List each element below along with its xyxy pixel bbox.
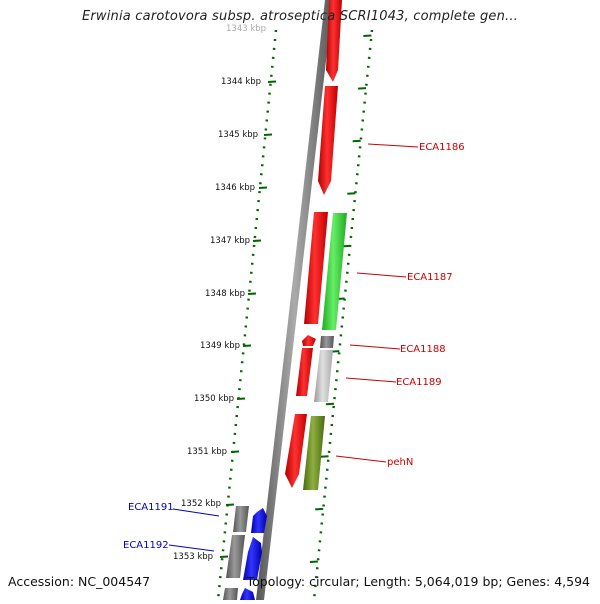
gene-label-pehN[interactable]: pehN xyxy=(387,457,413,468)
gene-label-ECA1187[interactable]: ECA1187 xyxy=(407,272,453,283)
gene-features[interactable] xyxy=(223,0,347,600)
scale-label: 1347 kbp xyxy=(210,236,250,246)
accession-text: Accession: NC_004547 xyxy=(8,574,151,589)
scale-label: 1345 kbp xyxy=(218,130,258,140)
scale-tick xyxy=(247,292,257,295)
genome-backbone xyxy=(256,0,333,600)
gene-arrow-ECA1189-lightgray[interactable] xyxy=(314,350,333,402)
scale-label: 1346 kbp xyxy=(215,183,255,193)
gene-label-ECA1191[interactable]: ECA1191 xyxy=(128,502,174,513)
scale-tick xyxy=(363,34,372,37)
scale-tick xyxy=(347,192,356,195)
gene-arrow-ECA1187[interactable] xyxy=(304,212,328,324)
gene-label-ECA1188[interactable]: ECA1188 xyxy=(400,344,446,355)
scale-label: 1344 kbp xyxy=(221,77,261,87)
gene-arrow-pehN[interactable] xyxy=(285,414,307,488)
scale-tick xyxy=(263,133,273,136)
scale-tick xyxy=(252,239,262,242)
topology-text: Topology: circular; Length: 5,064,019 bp… xyxy=(246,574,590,589)
gene-arrow-ECA1192-gray[interactable] xyxy=(226,535,245,578)
scale-tick xyxy=(352,139,361,143)
gene-labels[interactable]: ECA1186 ECA1187 ECA1188 ECA1189 pehN ECA… xyxy=(123,142,465,551)
scale-label: 1343 kbp xyxy=(226,24,266,34)
gene-arrow-ECA1191[interactable] xyxy=(251,508,267,533)
scale-tick xyxy=(236,397,246,400)
scale-tick xyxy=(325,402,334,406)
scale-tick xyxy=(225,503,235,506)
gene-label-ECA1192[interactable]: ECA1192 xyxy=(123,540,169,551)
gene-label-ECA1189[interactable]: ECA1189 xyxy=(396,377,442,388)
gene-arrow-ECA1186[interactable] xyxy=(318,86,338,195)
gene-arrow-ECA1191-gray[interactable] xyxy=(233,506,249,532)
gene-arrow[interactable] xyxy=(223,588,238,600)
gene-label-ECA1186[interactable]: ECA1186 xyxy=(419,142,465,153)
scale-tick xyxy=(242,344,252,347)
scale-dotted-line xyxy=(312,29,374,601)
scale-label: 1351 kbp xyxy=(187,447,227,457)
gene-arrow-ECA1189[interactable] xyxy=(296,348,313,396)
scale-tick xyxy=(320,455,329,458)
scale-tick xyxy=(258,186,268,189)
scale-label: 1353 kbp xyxy=(173,552,213,562)
scale-tick xyxy=(309,560,318,563)
gene-arrow-ECA1188-gray[interactable] xyxy=(320,336,334,348)
scale-tick xyxy=(315,507,324,511)
gene-label-leaders xyxy=(168,143,419,552)
map-title: Erwinia carotovora subsp. atroseptica SC… xyxy=(81,9,519,24)
gene-arrow[interactable] xyxy=(326,0,342,82)
scale-label: 1352 kbp xyxy=(181,499,221,509)
gene-arrow-pehN-olive[interactable] xyxy=(303,416,325,490)
scale-label: 1350 kbp xyxy=(194,394,234,404)
gene-arrow[interactable] xyxy=(240,588,255,600)
gene-arrow-ECA1192[interactable] xyxy=(243,537,262,580)
scale-label: 1348 kbp xyxy=(205,289,245,299)
scale-tick xyxy=(267,80,277,83)
gene-arrow-ECA1187-green[interactable] xyxy=(322,213,347,330)
scale-ticks xyxy=(219,34,372,563)
scale-labels: 1343 kbp 1344 kbp 1345 kbp 1346 kbp 1347… xyxy=(173,24,266,562)
scale-tick xyxy=(357,87,367,90)
gene-arrow-ECA1188[interactable] xyxy=(302,335,316,346)
scale-label: 1349 kbp xyxy=(200,341,240,351)
scale-tick xyxy=(219,555,229,558)
scale-tick xyxy=(230,450,240,453)
